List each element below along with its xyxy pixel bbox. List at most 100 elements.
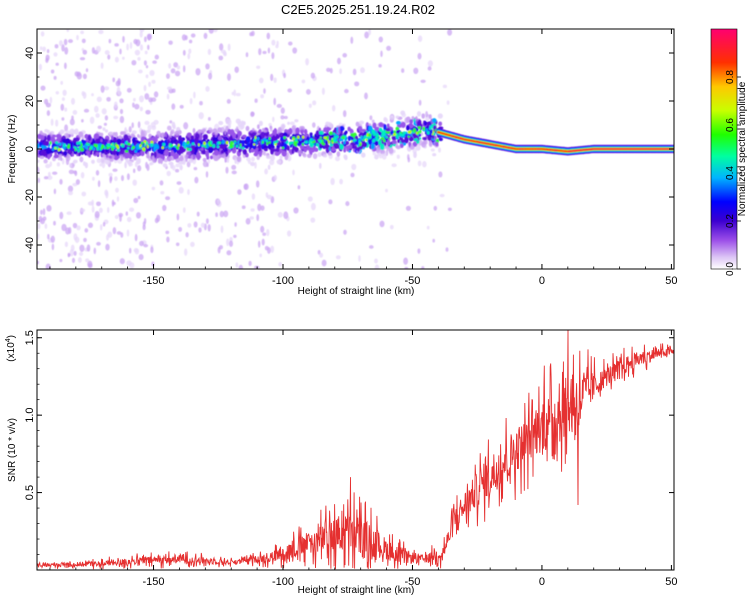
spectrogram-cell	[39, 46, 43, 51]
spectrogram-cell	[447, 207, 452, 212]
spectrogram-cell	[273, 128, 277, 135]
spectrogram-cell	[45, 102, 52, 108]
spectrogram-cell	[374, 126, 380, 131]
spectrogram-cell	[71, 257, 76, 264]
spectrogram-cell	[239, 146, 242, 149]
spectrogram-cell	[124, 141, 129, 145]
spectrogram-cell	[350, 36, 354, 44]
spectrogram-cell	[102, 222, 106, 227]
spectrogram-cell	[425, 128, 428, 133]
spectrogram-cell	[235, 144, 239, 148]
spectrogram-cell	[151, 79, 156, 84]
spectrogram-cell	[354, 135, 358, 140]
spectrogram-cell	[145, 65, 149, 69]
spectrogram-cell	[401, 68, 405, 73]
spectrogram-cell	[433, 205, 438, 211]
spectrogram-cell	[401, 122, 406, 128]
spectrogram-cell	[328, 199, 333, 205]
spectrogram-cell	[238, 264, 244, 269]
spectrogram-cell	[112, 227, 117, 235]
spectrogram-cell	[37, 159, 40, 163]
snr-x-label: Height of straight line (km)	[298, 585, 415, 596]
spectrogram-cell	[146, 151, 150, 159]
spectrogram-cell	[121, 175, 124, 182]
spectrogram-cell	[296, 135, 300, 139]
spectrogram-cell	[422, 126, 425, 131]
spectrogram-cell	[108, 38, 112, 44]
spectrogram-cell	[182, 65, 186, 73]
spectrogram-cell	[141, 147, 146, 151]
spectrogram-cell	[85, 258, 90, 263]
spectrogram-cell	[283, 132, 288, 137]
spectrogram-cell	[106, 206, 110, 214]
spectrogram-cell	[207, 116, 211, 121]
spectrogram-cell	[199, 101, 203, 106]
spectrogram-cell	[124, 161, 127, 169]
spectrogram-cell	[291, 148, 295, 155]
spectrogram-cell	[174, 144, 177, 148]
spectrogram-cell	[101, 144, 104, 148]
spectrogram-cell	[114, 101, 118, 109]
spectrogram-cell	[170, 68, 176, 74]
spectrogram-cell	[357, 146, 360, 152]
spectrogram-cell	[417, 126, 422, 130]
spectrogram-cell	[267, 47, 271, 54]
spectrogram-cell	[51, 134, 57, 138]
spectrogram-cell	[218, 55, 224, 61]
spectrogram-cell	[134, 103, 140, 110]
spectrogram-cell	[132, 97, 136, 102]
spectrogram-cell	[171, 103, 176, 110]
spectrogram-cell	[76, 34, 79, 41]
spectrogram-cell	[49, 141, 52, 145]
spectrogram-cell	[312, 153, 318, 160]
spectrogram-cell	[397, 138, 401, 144]
snr-panel: -150 -100 -50 0 50 0.51.01.5 Height of strai…	[5, 329, 678, 596]
spectrogram-cell	[73, 159, 78, 164]
spectrogram-cell	[227, 128, 232, 135]
spectrogram-cell	[408, 136, 414, 142]
spectrogram-cell	[191, 142, 195, 146]
spectrogram-cell	[243, 183, 248, 190]
spectrogram-cell	[70, 97, 76, 105]
spectrogram-cell	[212, 128, 218, 133]
spectrogram-cell	[189, 97, 193, 105]
spectrogram-cell	[92, 176, 95, 181]
spectrogram-cell	[93, 247, 97, 255]
spectrogram-cell	[360, 128, 366, 133]
spectrogram-cell	[140, 150, 145, 157]
snr-x-tick-label: -100	[272, 576, 294, 588]
spectrogram-cell	[122, 56, 125, 60]
spectrogram-cell	[126, 229, 130, 237]
spectrogram-cell	[269, 125, 273, 129]
spectrogram-cell	[126, 43, 129, 51]
spectrogram-cell	[413, 141, 417, 146]
spectrogram-cell	[254, 161, 257, 169]
spectrogram-cell	[288, 41, 293, 46]
spectrogram-cell	[83, 237, 87, 243]
spectrogram-cell	[45, 163, 51, 169]
spectrogram-y-tick-label: 20	[24, 95, 36, 107]
spectrogram-cell	[144, 36, 147, 43]
spectrogram-cell	[268, 123, 272, 127]
spectrogram-cell	[117, 149, 120, 152]
spectrogram-cell	[72, 222, 78, 229]
spectrogram-cell	[322, 154, 328, 158]
spectrogram-cell	[77, 148, 81, 153]
spectrogram-x-tick-label: -100	[272, 275, 294, 287]
spectrogram-cell	[112, 77, 116, 83]
spectrogram-cell	[129, 42, 133, 49]
spectrogram-cell	[131, 59, 137, 66]
spectrogram-cell	[94, 143, 99, 148]
spectrogram-cell	[389, 224, 394, 230]
spectrogram-cell	[231, 164, 237, 170]
spectrogram-cell	[56, 162, 61, 167]
spectrogram-cell	[323, 136, 327, 140]
spectrogram-cell	[327, 151, 333, 156]
spectrogram-cell	[140, 141, 144, 145]
spectrogram-cell	[73, 233, 78, 241]
spectrogram-cell	[280, 107, 285, 114]
spectrogram-cell	[142, 221, 146, 227]
spectrogram-cell	[87, 134, 92, 142]
spectrogram-cell	[418, 99, 422, 106]
